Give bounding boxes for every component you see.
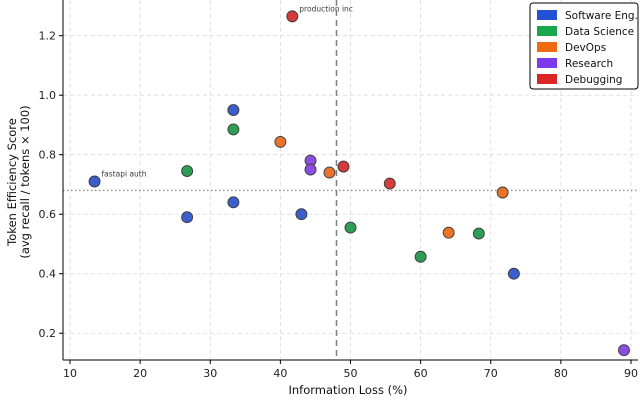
y-tick-label: 1.2: [39, 30, 57, 43]
data-point-devops: [323, 166, 336, 179]
data-point-devops: [496, 186, 509, 199]
x-tick-label: 40: [273, 367, 287, 380]
y-axis-title-line-2: (avg recall / tokens × 100): [18, 105, 32, 258]
x-tick-label: 70: [484, 367, 498, 380]
data-point-software-eng: [88, 175, 101, 188]
data-point-software-eng: [507, 267, 520, 280]
legend-label: Data Science: [565, 26, 634, 38]
data-point-data-science: [227, 123, 240, 136]
x-tick-label: 80: [554, 367, 568, 380]
x-tick-label: 20: [133, 367, 147, 380]
data-point-data-science: [414, 250, 427, 263]
data-point-software-eng: [227, 196, 240, 209]
x-tick-label: 90: [624, 367, 638, 380]
data-point-devops: [274, 135, 287, 148]
y-axis-title-line-1: Token Efficiency Score: [5, 118, 19, 247]
data-point-devops: [442, 226, 455, 239]
legend-label: Research: [565, 58, 613, 70]
x-axis-title: Information Loss (%): [288, 383, 407, 397]
y-tick-label: 0.2: [39, 327, 57, 340]
data-point-software-eng: [295, 208, 308, 221]
axes: 10 20 30 40 50 60 70 80 90 0.2 0.4 0.6 0.8 1.0 1.2: [39, 0, 638, 380]
data-point-data-science: [181, 165, 194, 178]
x-tick-label: 30: [203, 367, 217, 380]
legend-swatch: [537, 74, 557, 84]
legend-swatch: [537, 10, 557, 20]
annotations: production inc fastapi auth: [102, 4, 353, 178]
y-tick-label: 0.6: [39, 208, 57, 221]
legend-label: DevOps: [565, 42, 606, 54]
x-tick-label: 50: [344, 367, 358, 380]
data-point-data-science: [472, 227, 485, 240]
data-point-debugging: [383, 177, 396, 190]
data-point-data-science: [344, 221, 357, 234]
point-annotation: production inc: [299, 4, 353, 13]
x-tick-label: 10: [63, 367, 77, 380]
legend-swatch: [537, 58, 557, 68]
y-axis-title: Token Efficiency Score (avg recall / tok…: [5, 105, 32, 258]
legend-swatch: [537, 26, 557, 36]
data-point-debugging: [337, 160, 350, 173]
data-points: [88, 10, 630, 357]
data-point-debugging: [286, 10, 299, 23]
y-tick-label: 1.0: [39, 89, 57, 102]
legend-swatch: [537, 42, 557, 52]
point-annotation: fastapi auth: [102, 169, 147, 178]
data-point-software-eng: [181, 211, 194, 224]
legend-label: Software Eng.: [565, 10, 638, 22]
data-point-research: [618, 344, 630, 357]
legend: Software Eng. Data Science DevOps Research D…: [529, 2, 639, 90]
reference-lines: [63, 0, 638, 360]
y-tick-label: 0.4: [39, 268, 57, 281]
x-tick-label: 60: [414, 367, 428, 380]
y-tick-label: 0.8: [39, 149, 57, 162]
legend-label: Debugging: [565, 74, 622, 86]
data-point-software-eng: [227, 104, 240, 117]
data-point-research: [304, 163, 317, 176]
